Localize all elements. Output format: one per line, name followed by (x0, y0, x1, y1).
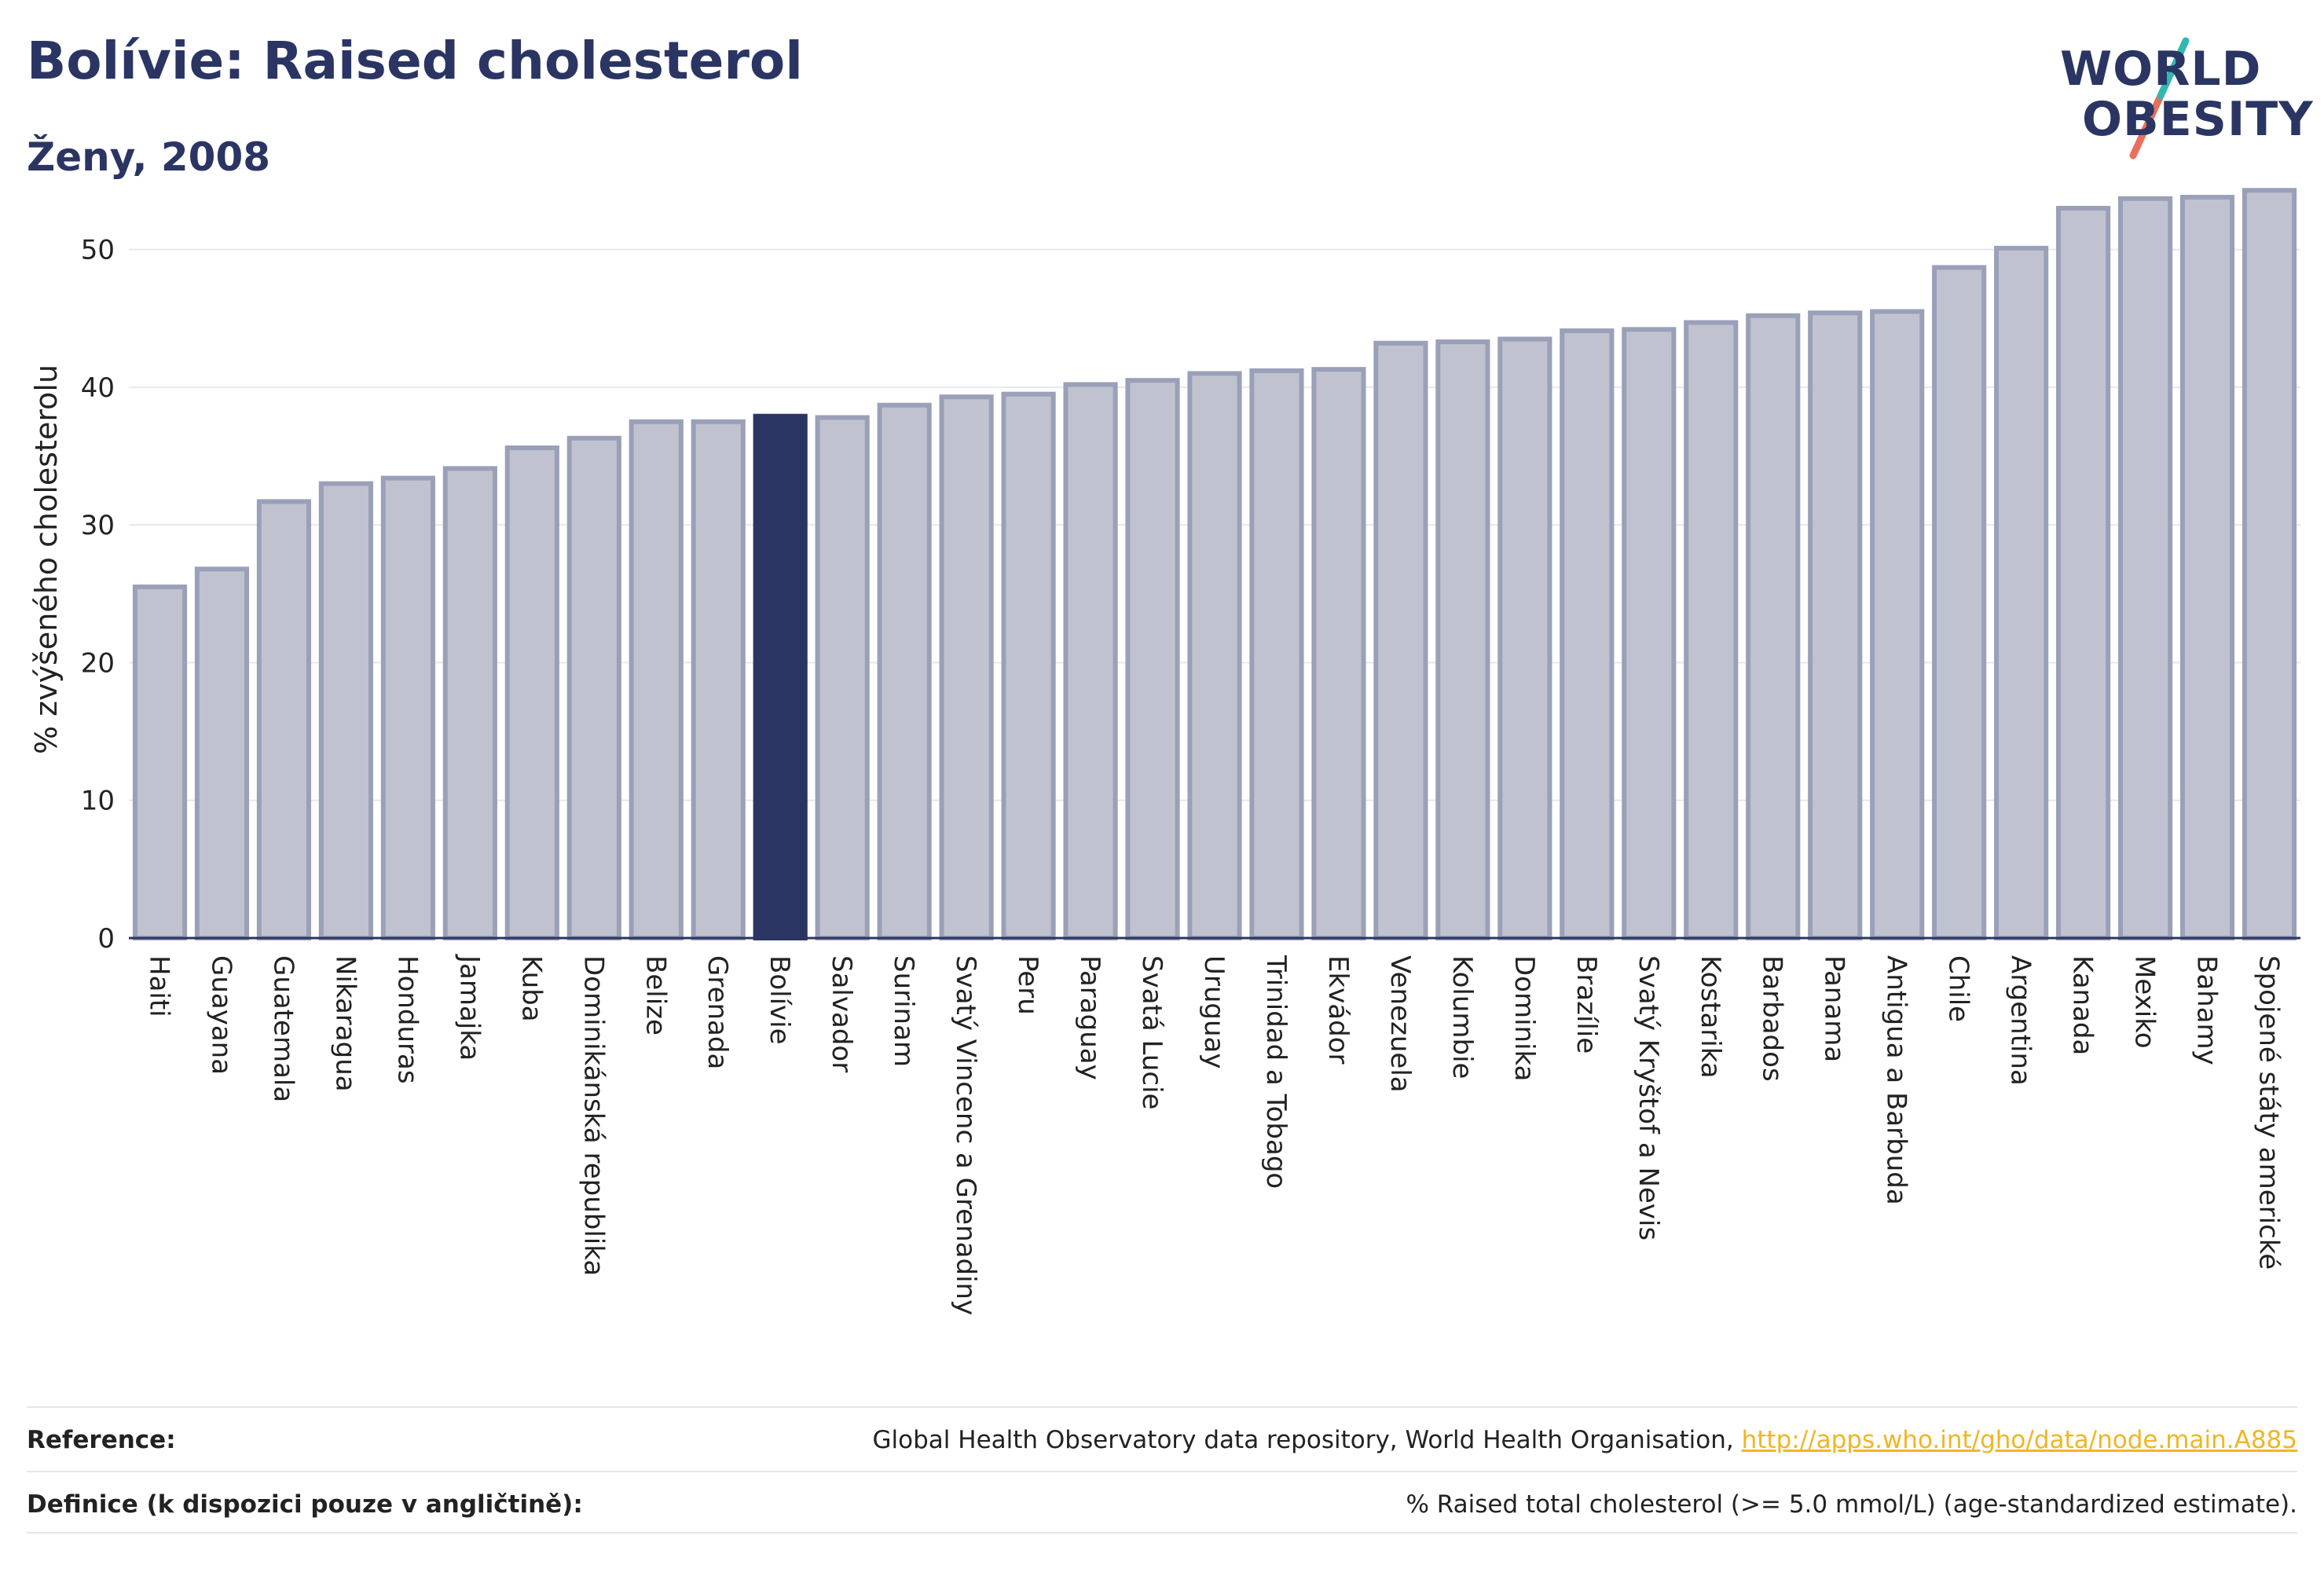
bar (442, 466, 497, 940)
chart-subtitle: Ženy, 2008 (27, 134, 271, 180)
bar (877, 402, 932, 941)
x-tick-label: Svatá Lucie (1136, 955, 1167, 1109)
x-tick-label: Salvador (826, 955, 857, 1072)
bar (380, 475, 435, 940)
bar (1994, 245, 2049, 941)
bar (1435, 339, 1490, 940)
y-tick-label: 40 (81, 372, 115, 404)
x-tick-label: Uruguay (1198, 955, 1230, 1069)
bar (2117, 196, 2173, 940)
x-tick-label: Belize (640, 955, 671, 1035)
world-obesity-logo: WORLD OBESITY (2051, 24, 2313, 165)
bar (318, 481, 373, 941)
y-tick-label: 50 (81, 235, 115, 266)
reference-row: Reference: Global Health Observatory dat… (27, 1406, 2297, 1472)
bar (194, 566, 250, 940)
logo-line2: OBESITY (2082, 92, 2314, 147)
y-tick-label: 30 (81, 510, 115, 541)
y-tick-label: 0 (97, 923, 115, 955)
x-tick-label: Honduras (391, 955, 423, 1084)
bar (1001, 391, 1056, 940)
bar (1622, 327, 1677, 940)
bar (1932, 265, 1987, 941)
bar (132, 585, 188, 941)
x-tick-label: Bolívie (764, 955, 795, 1045)
bar (1684, 320, 1739, 941)
x-tick-label: Chile (1943, 955, 1974, 1022)
bar (2242, 188, 2297, 940)
reference-text: Global Health Observatory data repositor… (872, 1426, 1742, 1454)
reference-link[interactable]: http://apps.who.int/gho/data/node.main.A… (1741, 1426, 2297, 1454)
x-tick-label: Venezuela (1384, 955, 1416, 1093)
bar (1560, 328, 1615, 940)
bar (1870, 309, 1925, 940)
x-tick-label: Guatemala (267, 955, 299, 1102)
x-tick-label: Bahamy (2191, 955, 2223, 1065)
reference-source: Global Health Observatory data repositor… (873, 1426, 2297, 1454)
x-tick-label: Dominikánská republika (577, 955, 609, 1276)
bar (504, 445, 559, 940)
bar (2179, 195, 2235, 941)
x-tick-label: Kostarika (1695, 955, 1726, 1079)
bar-chart: 0 10 20 30 40 50 Haiti Guayana Guatemala Nikaragu… (29, 188, 2300, 1315)
x-tick-label: Panama (1819, 955, 1850, 1062)
bar (1746, 313, 1801, 940)
x-tick-label: Surinam (888, 955, 919, 1067)
x-tick-label: Svatý Kryštof a Nevis (1633, 955, 1664, 1241)
definition-text: % Raised total cholesterol (>= 5.0 mmol/… (1406, 1490, 2297, 1519)
bar (815, 415, 870, 940)
chart-title: Bolívie: Raised cholesterol (27, 31, 803, 91)
bar (1373, 340, 1428, 940)
x-tick-label: Kolumbie (1446, 955, 1478, 1079)
x-tick-label: Guayana (205, 955, 236, 1075)
bar (1249, 368, 1304, 941)
x-tick-label: Jamajka (453, 954, 485, 1061)
definition-row: Definice (k dispozici pouze v angličtině… (27, 1471, 2297, 1537)
definition-label: Definice (k dispozici pouze v angličtině… (27, 1490, 583, 1519)
bar (691, 419, 746, 940)
bar (629, 419, 684, 940)
bar (1497, 336, 1552, 940)
x-tick-label: Barbados (1757, 955, 1788, 1082)
footer-divider (27, 1532, 2297, 1534)
x-tick-label: Peru (1012, 955, 1043, 1015)
x-tick-label: Brazílie (1571, 955, 1602, 1054)
y-tick-label: 20 (81, 647, 115, 679)
x-tick-label: Trinidad a Tobago (1260, 955, 1292, 1189)
x-tick-label: Haiti (143, 955, 174, 1017)
x-tick-label: Grenada (702, 955, 733, 1069)
x-tick-label: Paraguay (1074, 955, 1105, 1080)
bar (939, 394, 994, 941)
bar (1125, 378, 1180, 941)
y-axis-label: % zvýšeného cholesterolu (29, 365, 64, 754)
bar (1311, 367, 1366, 940)
bar (1808, 310, 1863, 940)
reference-label: Reference: (27, 1426, 176, 1454)
bar (566, 435, 621, 940)
x-tick-label: Kuba (515, 955, 547, 1022)
x-tick-label: Spojené státy americké (2253, 955, 2285, 1270)
x-tick-label: Antigua a Barbuda (1881, 955, 1912, 1205)
logo-line1: WORLD (2060, 42, 2262, 97)
y-tick-label: 10 (81, 786, 115, 817)
x-tick-label: Svatý Vincenc a Grenadiny (950, 955, 981, 1315)
bar (1187, 371, 1242, 940)
bar (1063, 382, 1118, 940)
x-tick-label: Nikaragua (329, 955, 361, 1092)
x-tick-label: Dominika (1508, 955, 1540, 1081)
x-tick-label: Argentina (2005, 955, 2036, 1086)
x-tick-label: Mexiko (2129, 955, 2161, 1049)
x-tick-label: Ekvádor (1322, 955, 1354, 1065)
x-tick-label: Kanada (2067, 955, 2099, 1055)
bar-highlighted (753, 413, 808, 940)
bar (2056, 206, 2111, 940)
bar (256, 499, 312, 941)
logo-slash-icon (2129, 37, 2190, 159)
